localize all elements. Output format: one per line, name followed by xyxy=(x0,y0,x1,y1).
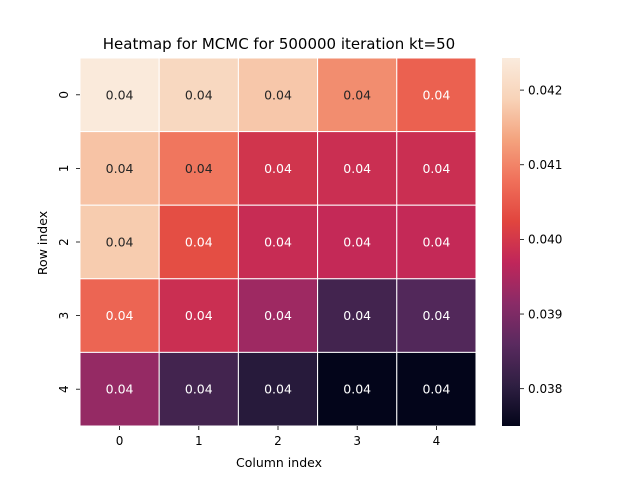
cell-value-label: 0.04 xyxy=(422,235,450,250)
heatmap-cells: 0.04 0.04 0.04 0.04 0.04 0.04 0.04 0.04 0.04 0.04… xyxy=(79,57,477,427)
heatmap-cell xyxy=(79,351,160,427)
heatmap-cell xyxy=(79,57,160,133)
heatmap-cell xyxy=(396,131,477,206)
heatmap-cell xyxy=(237,351,319,427)
heatmap-cell xyxy=(317,278,398,353)
colorbar-tick-label: 0.041 xyxy=(528,158,562,172)
y-tick-label: 3 xyxy=(57,312,71,320)
cell-value-label: 0.04 xyxy=(106,161,134,176)
cell-value-label: 0.04 xyxy=(343,235,371,250)
y-axis-ticks: 0 1 2 3 4 xyxy=(57,91,80,393)
cell-value-label: 0.04 xyxy=(106,382,134,397)
x-tick-label: 1 xyxy=(195,434,203,448)
heatmap-cell xyxy=(237,131,319,206)
heatmap-cell xyxy=(158,204,239,280)
heatmap-cell xyxy=(396,57,477,133)
cell-value-label: 0.04 xyxy=(264,161,292,176)
heatmap-cell xyxy=(158,57,239,133)
cell-value-label: 0.04 xyxy=(343,308,371,323)
heatmap-cell xyxy=(396,204,477,280)
cell-value-label: 0.04 xyxy=(422,87,450,102)
cell-value-label: 0.04 xyxy=(185,235,213,250)
cell-value-label: 0.04 xyxy=(106,308,134,323)
y-tick-label: 2 xyxy=(57,238,71,246)
cell-value-label: 0.04 xyxy=(422,161,450,176)
x-tick-label: 0 xyxy=(116,434,124,448)
cell-value-label: 0.04 xyxy=(343,87,371,102)
cell-value-label: 0.04 xyxy=(106,235,134,250)
chart-title: Heatmap for MCMC for 500000 iteration kt… xyxy=(103,35,455,53)
colorbar-tick-label: 0.039 xyxy=(528,307,562,321)
heatmap-cell xyxy=(79,131,160,206)
heatmap-cell xyxy=(396,278,477,353)
x-axis-ticks: 0 1 2 3 4 xyxy=(116,426,440,448)
colorbar-tick-label: 0.038 xyxy=(528,382,562,396)
heatmap-cell xyxy=(237,278,319,353)
y-axis-label: Row index xyxy=(35,211,50,275)
x-tick-label: 3 xyxy=(353,434,361,448)
cell-value-label: 0.04 xyxy=(264,235,292,250)
cell-value-label: 0.04 xyxy=(422,308,450,323)
colorbar-tick-label: 0.040 xyxy=(528,233,562,247)
x-tick-label: 2 xyxy=(274,434,282,448)
cell-value-label: 0.04 xyxy=(343,161,371,176)
cell-value-label: 0.04 xyxy=(264,382,292,397)
cell-value-label: 0.04 xyxy=(264,308,292,323)
heatmap-cell xyxy=(237,57,319,133)
heatmap-cell xyxy=(158,351,239,427)
x-tick-label: 4 xyxy=(433,434,441,448)
colorbar xyxy=(502,58,520,426)
cell-value-label: 0.04 xyxy=(185,382,213,397)
y-tick-label: 1 xyxy=(57,165,71,173)
cell-value-label: 0.04 xyxy=(185,308,213,323)
heatmap-cell xyxy=(317,204,398,280)
cell-value-label: 0.04 xyxy=(422,382,450,397)
heatmap-cell xyxy=(317,57,398,133)
cell-value-label: 0.04 xyxy=(343,382,371,397)
cell-value-label: 0.04 xyxy=(185,161,213,176)
y-tick-label: 4 xyxy=(57,385,71,393)
cell-value-label: 0.04 xyxy=(185,87,213,102)
heatmap-cell xyxy=(158,278,239,353)
heatmap-cell xyxy=(396,351,477,427)
heatmap-cell xyxy=(237,204,319,280)
y-tick-label: 0 xyxy=(57,91,71,99)
x-axis-label: Column index xyxy=(236,455,322,470)
colorbar-ticks: 0.038 0.039 0.040 0.041 0.042 xyxy=(520,83,562,396)
cell-value-label: 0.04 xyxy=(106,87,134,102)
colorbar-tick-label: 0.042 xyxy=(528,83,562,97)
cell-value-label: 0.04 xyxy=(264,87,292,102)
